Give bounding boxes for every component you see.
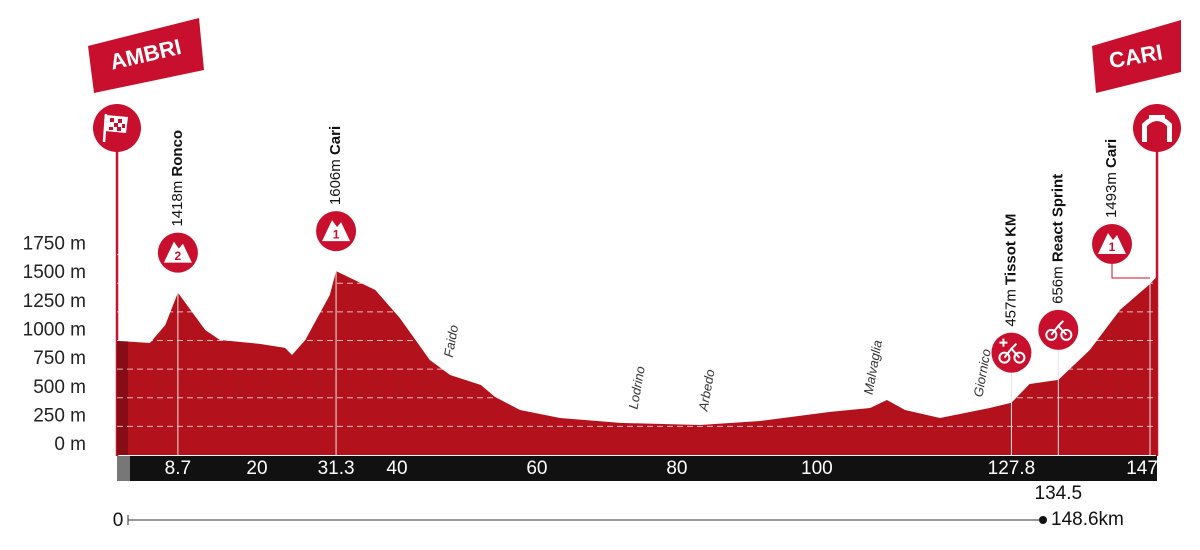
y-tick-label: 1750 m <box>23 234 86 255</box>
y-axis-labels: 0 m 250 m 500 m 750 m 1000 m 1250 m 1500 m 1750… <box>23 234 86 455</box>
y-tick-label: 500 m <box>33 377 86 398</box>
town-label: Lodrino <box>626 365 648 410</box>
x-tick-label: 127.8 <box>988 458 1036 479</box>
sprint-elevation: 656m <box>1049 266 1066 304</box>
finish-icon <box>1133 104 1181 152</box>
x-tick-label: 100 <box>801 458 833 479</box>
y-tick-label: 1000 m <box>23 320 86 341</box>
climb-label: 1493m Cari <box>1103 139 1120 218</box>
town-label: Malvaglia <box>861 339 885 396</box>
x-axis-bar <box>117 456 1157 481</box>
x-tick-label: 40 <box>386 458 407 479</box>
x-tick-label: 8.7 <box>165 458 191 479</box>
climb-elevation: 1606m <box>327 159 344 205</box>
distance-start: 0 <box>113 510 124 531</box>
start-banner <box>88 18 204 93</box>
x-tick-label: 134.5 <box>1035 483 1083 504</box>
climb-name: Cari <box>327 126 344 155</box>
town-label: Giornico <box>971 348 994 398</box>
y-tick-label: 0 m <box>54 434 86 455</box>
climb-name: Cari <box>1103 139 1120 168</box>
x-tick-label: 20 <box>246 458 267 479</box>
wheel <box>1013 351 1026 364</box>
sprint-name: Tissot KM <box>1002 214 1019 285</box>
y-tick-label: 1500 m <box>23 262 86 283</box>
climb-mountain <box>322 220 351 242</box>
start-icon <box>93 104 141 152</box>
x-tick-label: 31.3 <box>318 458 355 479</box>
bike-frame <box>1050 320 1068 336</box>
sprint-label: 457m Tissot KM <box>1002 214 1019 327</box>
distance-end: 148.6km <box>1051 509 1124 530</box>
climb-category: 2 <box>175 249 182 263</box>
profile-area <box>117 271 1157 455</box>
y-tick-label: 1250 m <box>23 291 86 312</box>
finish-banner <box>1092 20 1181 93</box>
bonus-plus <box>999 338 1008 347</box>
y-tick-label: 750 m <box>33 348 86 369</box>
distance-dot <box>1039 516 1047 524</box>
climb-label: 1418m Ronco <box>169 130 186 227</box>
climb-mountain <box>1098 233 1127 255</box>
y-tick-label: 250 m <box>33 405 86 426</box>
sprint-name: React Sprint <box>1049 174 1066 262</box>
sprint-icon <box>991 332 1032 373</box>
sprint-elevation: 457m <box>1002 289 1019 327</box>
x-axis-start-block <box>117 456 130 481</box>
bike-frame <box>1003 342 1021 359</box>
sprint-label: 656m React Sprint <box>1049 174 1066 304</box>
sprint-icon <box>1038 309 1079 350</box>
town-label: Arbedo <box>695 368 717 413</box>
plot: 2 1418m Ronco 1 1606m Cari 1 1493m Cari 457m T… <box>113 126 1174 531</box>
climb-category: 1 <box>333 227 340 241</box>
wheel <box>1045 328 1058 341</box>
wheel <box>1060 328 1073 341</box>
climb-elevation: 1418m <box>169 181 186 227</box>
climb-elevation: 1493m <box>1103 172 1120 218</box>
x-tick-label: 80 <box>666 458 687 479</box>
x-tick-label: 60 <box>526 458 547 479</box>
climb-connector <box>1111 264 1151 279</box>
town-label: Faido <box>441 324 461 359</box>
climb-mountain <box>163 241 192 263</box>
climb-label: 1606m Cari <box>327 126 344 205</box>
climb-category: 1 <box>1109 240 1116 254</box>
climb-name: Ronco <box>169 130 186 177</box>
wheel <box>998 351 1011 364</box>
x-tick-label: 147.6 <box>1126 458 1174 479</box>
